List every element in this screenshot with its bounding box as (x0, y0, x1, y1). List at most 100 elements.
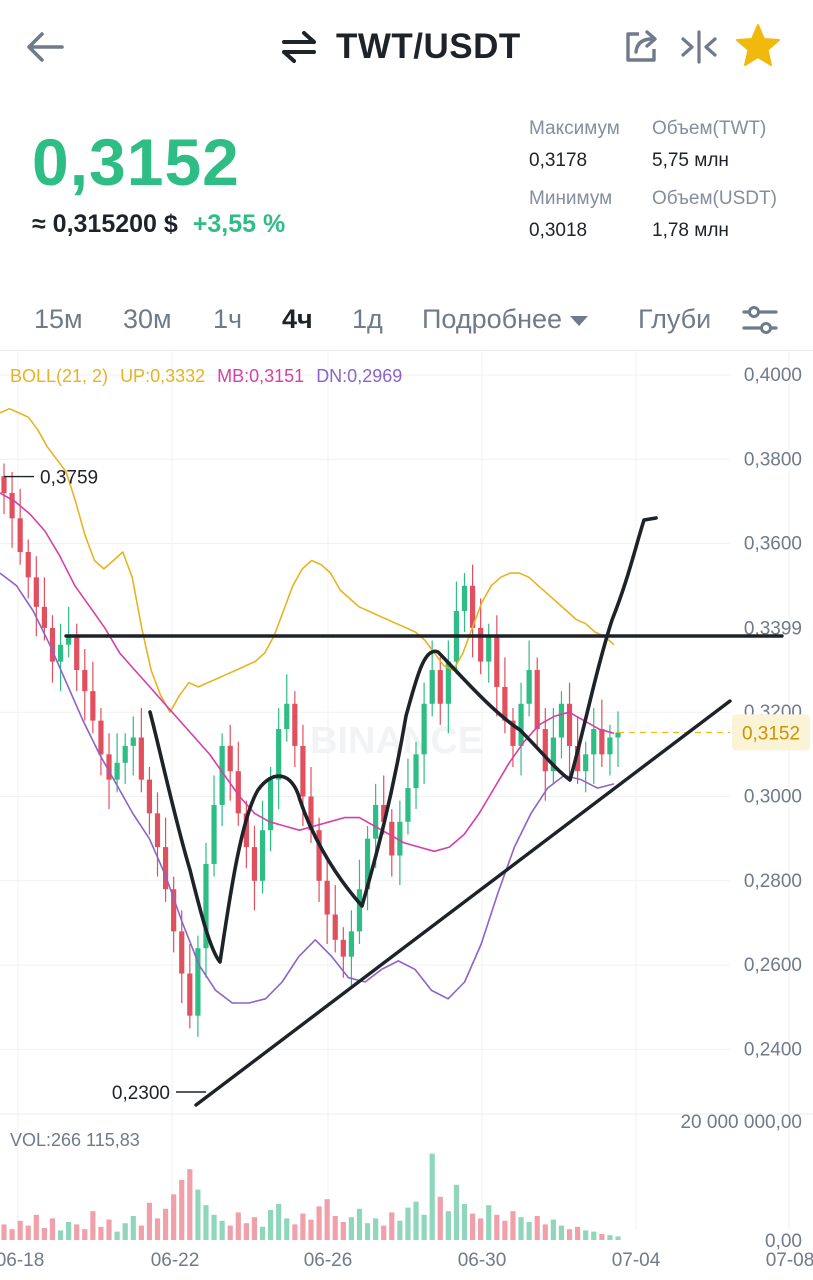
volume-bar (243, 1223, 249, 1240)
price-axis-label: 0,2400 (744, 1039, 802, 1060)
candle-body (469, 585, 476, 628)
candle-body (227, 745, 233, 772)
price-axis-label: 0,3399 (744, 618, 802, 639)
low-stat: Минимум 0,3018 (529, 188, 612, 242)
candle-body (74, 636, 80, 671)
candle-body (413, 754, 419, 789)
volume-base-value: 5,75 млн (652, 150, 729, 171)
high-label: Максимум (529, 118, 620, 139)
date-axis-label: 06-26 (304, 1250, 353, 1271)
tab-depth[interactable]: Глуби (638, 304, 712, 334)
candlestick-chart[interactable]: BINANCE0,40000,38000,36000,33990,32000,3… (0, 350, 813, 1280)
volume-quote-label: Объем(USDT) (652, 188, 777, 209)
swap-arrows-icon (282, 31, 316, 63)
volume-bar (308, 1219, 314, 1240)
candle-body (162, 847, 169, 890)
tab-30m[interactable]: 30м (123, 304, 172, 334)
candle-body (268, 779, 274, 831)
high-marker-label: 0,3759 (40, 468, 98, 489)
volume-bar (17, 1220, 23, 1240)
tab-15m[interactable]: 15м (34, 304, 83, 334)
low-value: 0,3018 (529, 220, 588, 241)
candle-body (542, 729, 548, 772)
support-trendline (194, 699, 732, 1107)
candle-body (445, 661, 451, 704)
volume-bar (33, 1214, 39, 1240)
share-icon[interactable] (622, 26, 662, 66)
candle-body (461, 585, 468, 612)
volume-bar (591, 1231, 597, 1240)
candle-body (122, 745, 128, 763)
volume-bar (292, 1224, 298, 1240)
date-axis-label: 06-30 (458, 1250, 507, 1271)
volume-bar (179, 1180, 185, 1240)
volume-bar (542, 1224, 548, 1240)
candle-body (154, 813, 161, 848)
volume-bar (138, 1225, 144, 1240)
candle-body (389, 821, 395, 856)
candle-body (66, 636, 72, 645)
candle-body (356, 889, 363, 932)
candle-body (171, 889, 177, 932)
compare-icon[interactable] (680, 30, 718, 64)
price-axis-label: 0,3600 (744, 534, 802, 555)
favorite-star-icon[interactable] (734, 22, 782, 70)
approx-usd-price: ≈ 0,315200 $ (32, 210, 178, 238)
volume-bar (219, 1220, 225, 1240)
candle-body (276, 729, 282, 780)
tab-1h[interactable]: 1ч (213, 304, 243, 334)
pair-name: TWT/USDT (336, 27, 521, 66)
candle-body (332, 914, 338, 940)
candle-body (486, 636, 492, 662)
pair-title[interactable]: TWT/USDT (280, 22, 521, 72)
timeframe-tabs: 15м 30м 1ч 4ч 1д Подробнее Глуби (0, 296, 813, 346)
volume-bar (114, 1231, 120, 1240)
chart-settings-icon[interactable] (740, 300, 780, 340)
volume-bar (397, 1220, 403, 1240)
volume-bar (82, 1229, 88, 1240)
candle-body (90, 691, 96, 721)
candle-body (348, 931, 354, 957)
tabs-divider (0, 350, 813, 351)
candle-body (130, 737, 136, 746)
volume-bar (478, 1218, 484, 1240)
low-label: Минимум (529, 188, 613, 209)
volume-bar (324, 1199, 330, 1240)
candle-body (494, 636, 500, 687)
volume-bar (494, 1214, 500, 1240)
tab-more[interactable]: Подробнее (422, 304, 589, 335)
volume-bar (130, 1216, 136, 1240)
volume-axis-max: 20 000 000,00 (680, 1112, 802, 1133)
candle-body (41, 606, 47, 628)
candle-body (82, 670, 88, 692)
date-axis-label: 07-08 (766, 1250, 813, 1271)
current-price-label: 0,3152 (742, 723, 800, 744)
candle-body (98, 720, 104, 755)
volume-bar (154, 1218, 161, 1240)
candle-body (575, 745, 581, 772)
volume-bar (575, 1226, 581, 1240)
candle-body (146, 779, 153, 814)
tab-1d[interactable]: 1д (352, 304, 383, 334)
candle-body (324, 880, 330, 915)
volume-bar (41, 1228, 47, 1240)
tab-4h[interactable]: 4ч (282, 304, 313, 334)
candle-body (33, 577, 39, 607)
candle-body (478, 627, 484, 662)
candle-body (340, 939, 346, 957)
candle-body (316, 830, 322, 881)
candle-body (219, 745, 225, 805)
boll-up-label: UP:0,3332 (120, 366, 206, 386)
volume-bar (599, 1234, 605, 1240)
back-arrow-icon[interactable] (22, 24, 68, 70)
volume-bar (510, 1211, 516, 1240)
candle-body (106, 754, 112, 780)
volume-bar (356, 1208, 363, 1240)
volume-bar (106, 1219, 112, 1240)
price-axis-label: 0,3000 (744, 787, 802, 808)
price-axis-label: 0,2600 (744, 955, 802, 976)
volume-bar (332, 1216, 338, 1240)
candle-body (566, 703, 573, 746)
candle-body (284, 703, 290, 730)
high-value: 0,3178 (529, 150, 588, 171)
